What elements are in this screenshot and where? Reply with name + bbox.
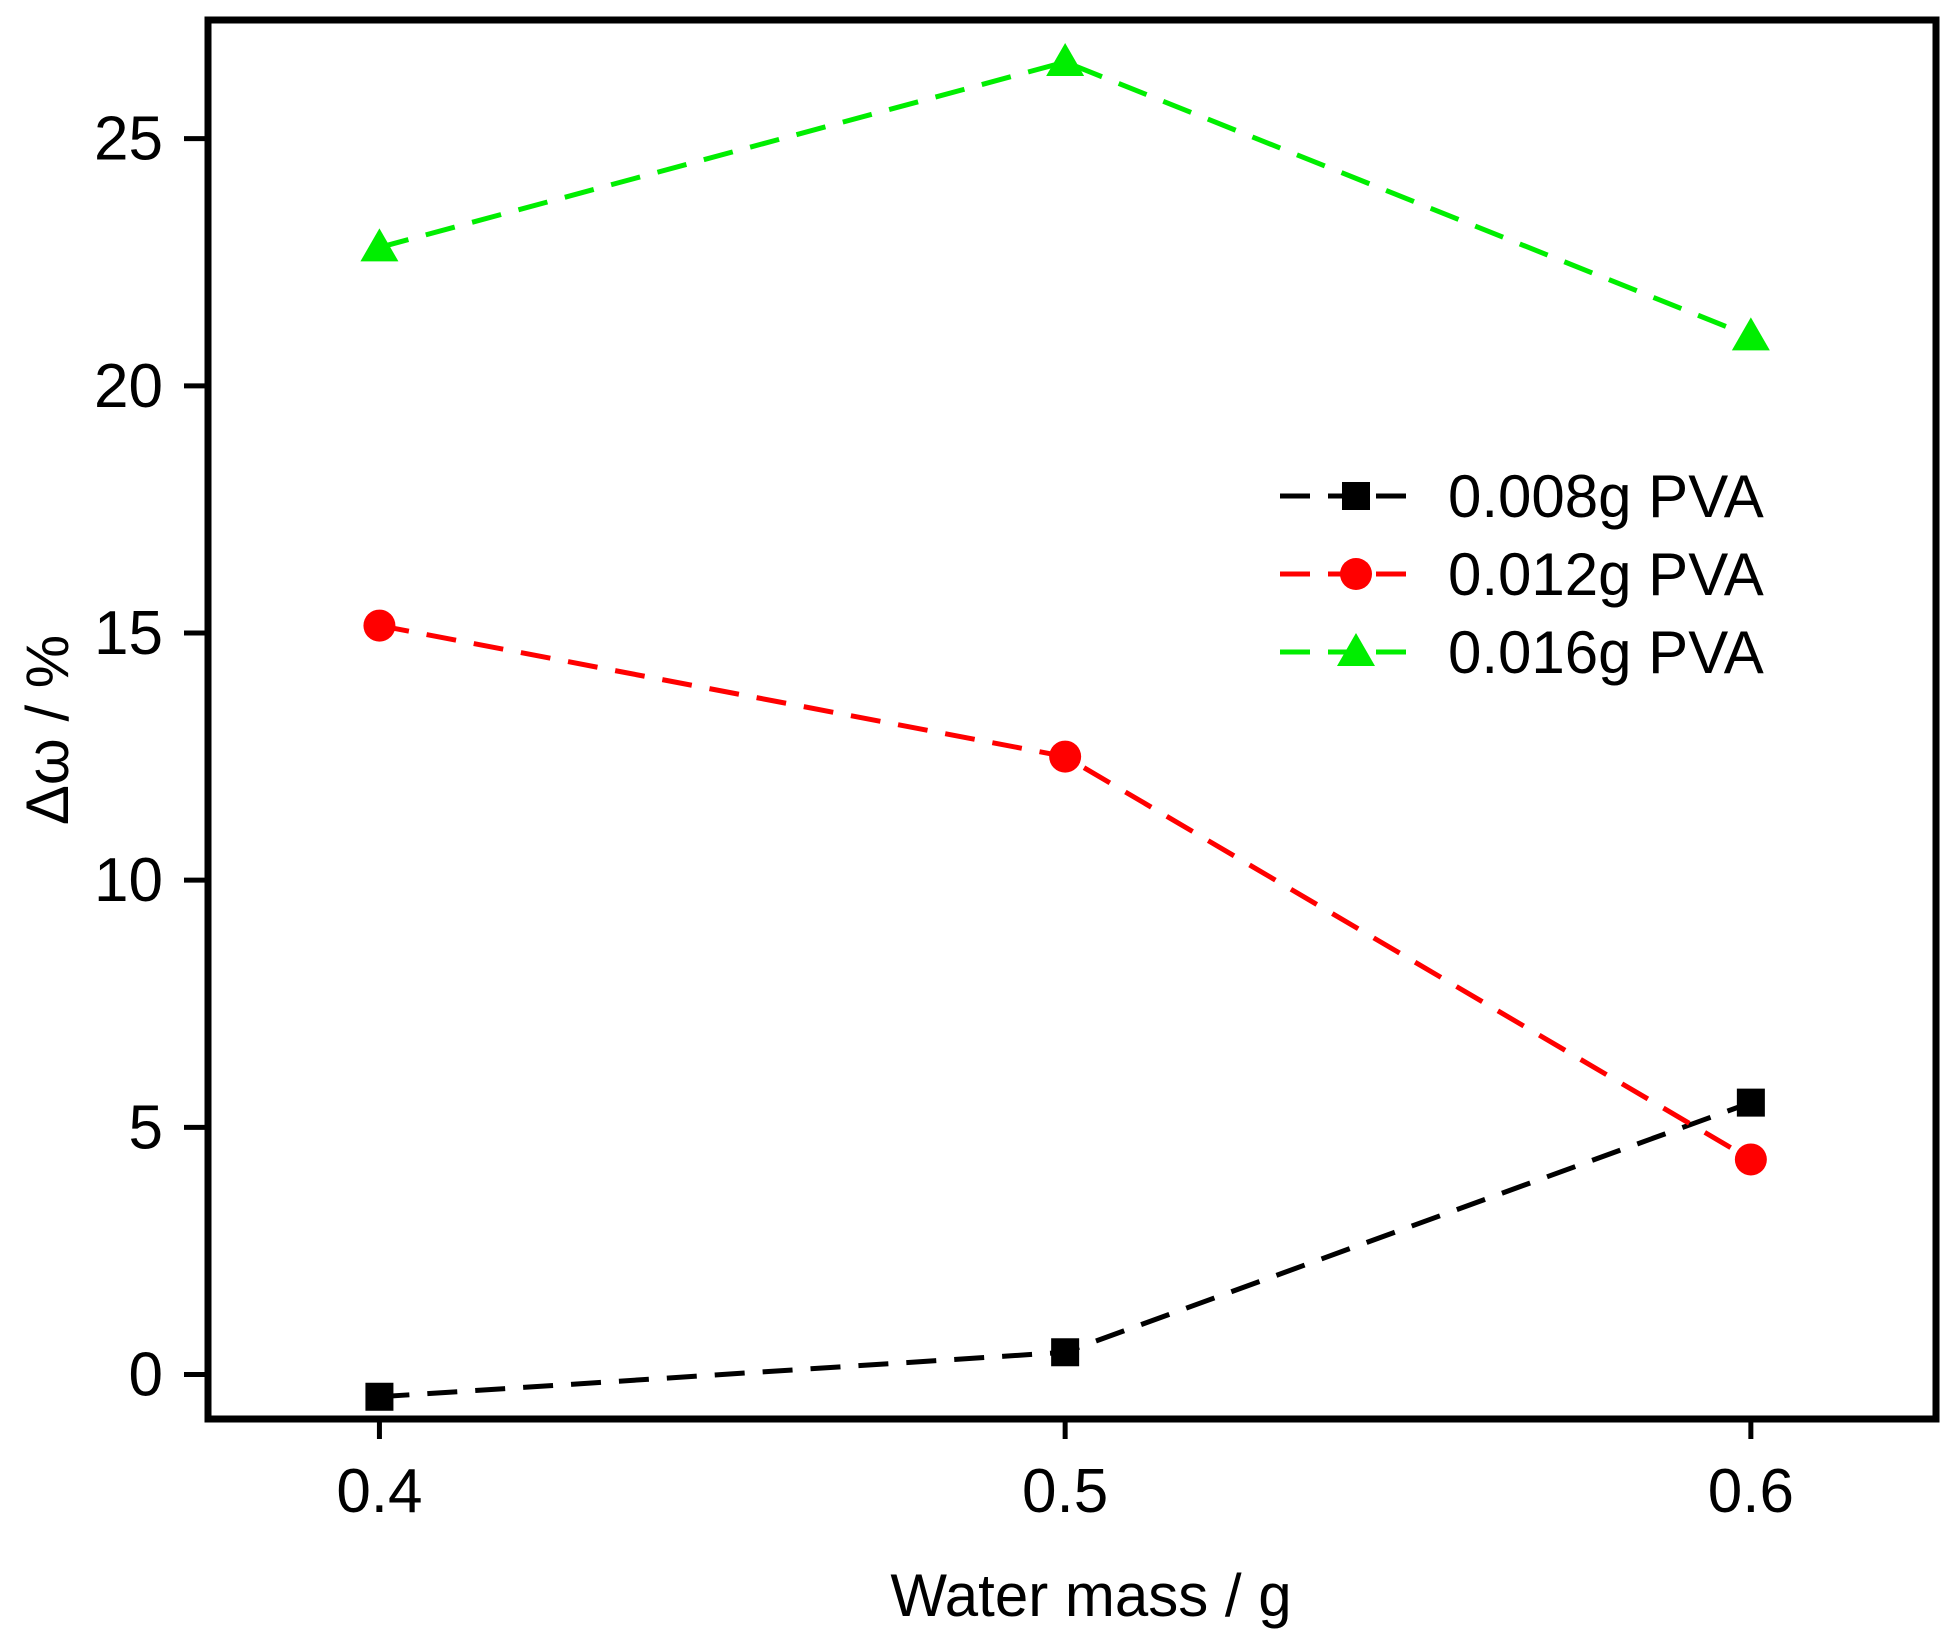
y-tick-label: 10 [94, 846, 163, 915]
data-point [360, 228, 399, 262]
legend: 0.008g PVA 0.012g PVA 0.016g PVA [1280, 463, 1764, 686]
y-tick-label: 20 [94, 352, 163, 421]
plot-frame [204, 16, 1940, 1423]
data-point [1736, 1088, 1765, 1117]
legend-marker [1342, 482, 1370, 510]
y-tick-label: 15 [94, 599, 163, 668]
x-tick-label: 0.4 [336, 1457, 422, 1526]
y-tick-label: 25 [94, 105, 163, 174]
y-axis-ticks: 0 5 10 15 20 25 [94, 105, 208, 1410]
y-axis-title: Δω / % [14, 635, 81, 825]
data-point [1734, 1143, 1767, 1176]
data-point [363, 609, 396, 642]
x-tick-label: 0.6 [1708, 1457, 1794, 1526]
legend-marker [1337, 633, 1375, 666]
data-point [1731, 317, 1770, 351]
data-point [365, 1382, 394, 1411]
x-tick-label: 0.5 [1022, 1457, 1108, 1526]
data-point [1049, 740, 1082, 773]
data-point [1051, 1338, 1080, 1367]
legend-label: 0.016g PVA [1448, 619, 1764, 686]
data-point [1046, 43, 1085, 77]
y-tick-label: 5 [129, 1093, 163, 1162]
x-axis-ticks: 0.4 0.5 0.6 [336, 1419, 1794, 1526]
legend-marker [1340, 558, 1372, 590]
x-axis-title: Water mass / g [890, 1562, 1291, 1629]
legend-label: 0.012g PVA [1448, 541, 1764, 608]
y-tick-label: 0 [129, 1341, 163, 1410]
legend-label: 0.008g PVA [1448, 463, 1764, 530]
series-line [378, 59, 1752, 339]
series-layer [360, 43, 1770, 1411]
